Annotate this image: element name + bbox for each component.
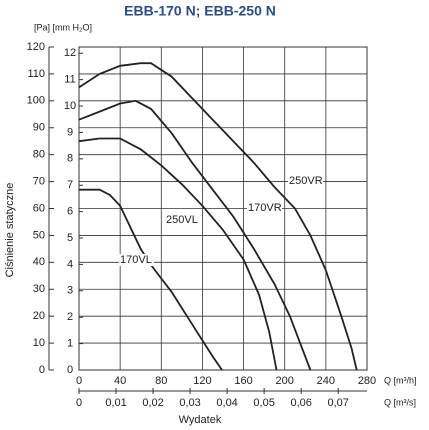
x2-unit-label: Q [m³/s] — [384, 397, 416, 407]
x-tick-label: 240 — [317, 375, 335, 387]
y2-tick-label: 0 — [67, 364, 73, 376]
series-line — [78, 99, 312, 371]
series-label: 170VL — [120, 254, 152, 266]
plot-frame — [78, 46, 368, 371]
series-line — [78, 137, 278, 371]
x-tick-label: 40 — [114, 375, 126, 387]
y-tick-label: 20 — [33, 310, 45, 322]
y2-tick-label: 12 — [64, 47, 76, 59]
y2-tick-label: 6 — [67, 206, 73, 218]
series-label-bg — [119, 254, 154, 266]
y-tick-label: 30 — [33, 283, 45, 295]
series-line — [79, 188, 223, 371]
x2-tick-label: 0,04 — [216, 397, 237, 409]
x-tick-label: 80 — [155, 375, 167, 387]
y2-tick-label: 10 — [64, 100, 76, 112]
x-tick-label: 160 — [234, 375, 252, 387]
x2-tick-label: 0,03 — [179, 397, 200, 409]
y-tick-label: 10 — [33, 337, 45, 349]
y2-tick-label: 9 — [67, 126, 73, 138]
y2-tick-label: 5 — [67, 232, 73, 244]
y2-tick-label: 8 — [67, 153, 73, 165]
series-label-bg — [247, 202, 282, 214]
series-line — [78, 62, 358, 371]
y2-tick-label: 3 — [67, 285, 73, 297]
series-label: 250VR — [289, 175, 323, 187]
x-tick-label: 200 — [276, 375, 294, 387]
series-label-bg — [165, 214, 200, 226]
y2-tick-label: 11 — [64, 74, 75, 86]
y2-tick-label: 4 — [67, 258, 73, 270]
series-label-bg — [288, 175, 323, 187]
y-unit-label: [Pa] [mm H₂O] — [34, 22, 92, 32]
y-tick-label: 100 — [27, 95, 45, 107]
y2-tick-label: 7 — [67, 179, 73, 191]
y-tick-label: 120 — [27, 41, 45, 53]
x2-tick-label: 0,07 — [327, 397, 348, 409]
y-tick-label: 50 — [33, 229, 45, 241]
series-label: 250VL — [166, 214, 198, 226]
x2-tick-label: 0,05 — [253, 397, 274, 409]
x-tick-label: 120 — [193, 375, 211, 387]
x-axis-label: Wydatek — [179, 414, 222, 426]
x2-tick-label: 0,01 — [105, 397, 126, 409]
y-axis-label: Ciśnienie statyczne — [4, 183, 16, 278]
y-tick-label: 90 — [33, 122, 45, 134]
x-tick-label: 280 — [358, 375, 376, 387]
y-tick-label: 40 — [33, 256, 45, 268]
x2-tick-label: 0,06 — [290, 397, 311, 409]
x-tick-label: 0 — [76, 375, 82, 387]
y-tick-label: 110 — [27, 68, 45, 80]
y-tick-label: 60 — [33, 202, 45, 214]
y-tick-label: 0 — [39, 364, 45, 376]
x2-tick-label: 0,02 — [142, 397, 163, 409]
x-unit-label: Q [m³/h] — [384, 375, 417, 385]
y-tick-label: 80 — [33, 149, 45, 161]
y-tick-label: 70 — [33, 175, 45, 187]
series-label: 170VR — [248, 202, 282, 214]
x2-tick-label: 0 — [76, 397, 82, 409]
y2-tick-label: 2 — [67, 311, 73, 323]
y2-tick-label: 1 — [67, 338, 73, 350]
chart-title: EBB-170 N; EBB-250 N — [124, 3, 276, 19]
